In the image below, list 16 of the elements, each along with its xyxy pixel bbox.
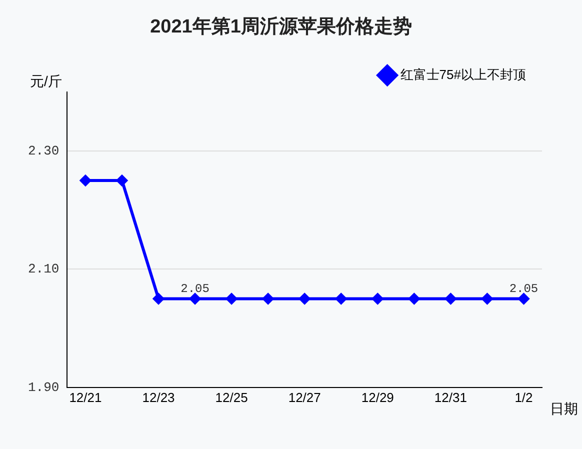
chart-title: 2021年第1周沂源苹果价格走势 <box>150 16 412 38</box>
y-tick-label: 1.90 <box>28 380 60 395</box>
legend-label: 红富士75#以上不封顶 <box>400 66 526 82</box>
data-label: 2.05 <box>509 282 538 296</box>
data-label: 2.05 <box>180 282 210 296</box>
x-tick-label: 12/31 <box>434 390 467 405</box>
x-tick-label: 12/21 <box>69 390 102 405</box>
x-tick-label: 1/2 <box>514 390 533 405</box>
x-tick-label: 12/23 <box>142 390 175 405</box>
x-tick-label: 12/27 <box>288 390 321 405</box>
y-tick-label: 2.10 <box>28 262 60 277</box>
x-tick-label: 12/29 <box>361 390 394 405</box>
y-axis-title: 元/斤 <box>30 72 62 89</box>
x-axis-title: 日期 <box>550 400 578 416</box>
x-tick-label: 12/25 <box>215 390 248 405</box>
y-tick-label: 2.30 <box>28 143 60 158</box>
